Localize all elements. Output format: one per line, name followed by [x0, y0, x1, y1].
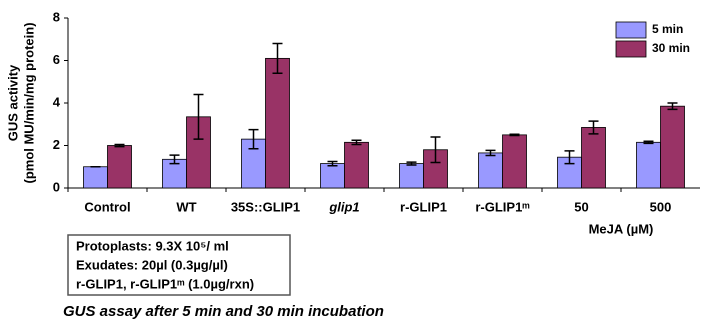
note: r-GLIP1, r-GLIP1ᵐ (1.0µg/rxn)	[76, 276, 254, 291]
bar	[265, 57, 290, 189]
note: Protoplasts: 9.3X 10⁵/ ml	[76, 238, 229, 253]
error-bar	[193, 93, 204, 140]
bar	[478, 152, 503, 189]
error-bar	[643, 140, 654, 145]
error-bar	[169, 154, 180, 165]
y-tick-label: 4	[53, 94, 61, 109]
y-axis-label: GUS activity	[5, 64, 20, 141]
bar	[660, 105, 685, 189]
error-bar	[327, 160, 338, 167]
notes-box	[67, 234, 291, 296]
error-bar	[114, 143, 125, 148]
error-bar	[588, 120, 599, 135]
bar	[320, 163, 345, 189]
error-bar	[667, 102, 678, 111]
x-tick-label: r-GLIP1ᵐ	[475, 199, 530, 214]
error-bar	[272, 42, 283, 74]
error-bar	[248, 128, 259, 150]
legend-swatch	[615, 21, 647, 39]
group-label: MeJA (µM)	[589, 221, 654, 236]
y-tick-label: 8	[53, 9, 60, 24]
bar	[399, 163, 424, 189]
x-tick-label: r-GLIP1	[400, 199, 447, 214]
bar	[107, 145, 132, 189]
bar	[502, 134, 527, 189]
error-bar	[430, 136, 441, 164]
error-bar	[509, 133, 520, 137]
bar	[581, 127, 606, 189]
x-tick-label: 35S::GLIP1	[231, 199, 300, 214]
y-tick-label: 6	[53, 52, 60, 67]
bar	[344, 141, 369, 189]
legend-label: 30 min	[652, 41, 690, 55]
y-axis-label: (pmol MU/min/mg protein)	[21, 22, 36, 183]
x-tick-label: WT	[176, 199, 196, 214]
error-bar	[351, 139, 362, 146]
bar	[83, 166, 108, 189]
x-tick-label: 500	[650, 199, 672, 214]
y-tick-label: 0	[53, 179, 60, 194]
note: Exudates: 20µl (0.3µg/µl)	[76, 257, 228, 272]
legend-label: 5 min	[652, 22, 683, 36]
bar	[636, 141, 661, 189]
legend-swatch	[615, 40, 647, 58]
x-tick-label: glip1	[328, 199, 359, 214]
caption: GUS assay after 5 min and 30 min incubat…	[63, 303, 384, 320]
x-tick-label: Control	[84, 199, 130, 214]
y-tick-label: 2	[53, 137, 60, 152]
error-bar	[485, 149, 496, 157]
x-tick-label: 50	[574, 199, 588, 214]
error-bar	[406, 161, 417, 166]
error-bar	[564, 150, 575, 165]
